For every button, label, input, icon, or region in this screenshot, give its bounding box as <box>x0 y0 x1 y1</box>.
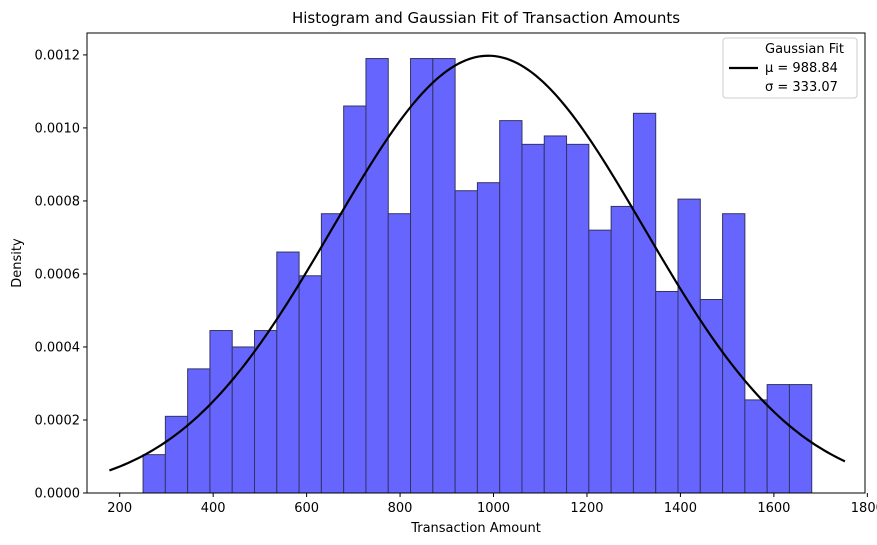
histogram-bar <box>254 330 278 494</box>
histogram-bar <box>432 58 456 494</box>
histogram-bar <box>499 120 523 494</box>
histogram-bar <box>788 384 813 494</box>
histogram-bar <box>744 399 768 494</box>
y-tick-label: 0.0008 <box>35 194 81 209</box>
y-tick-label: 0.0010 <box>35 121 81 136</box>
y-tick-label: 0.0004 <box>35 340 81 355</box>
x-axis-label: Transaction Amount <box>410 521 541 536</box>
histogram-bar <box>231 346 256 494</box>
histogram-bar <box>142 454 166 494</box>
legend: Gaussian Fit μ = 988.84 σ = 333.07 <box>722 37 858 99</box>
histogram-bar <box>343 105 367 494</box>
histogram-bar <box>677 198 701 494</box>
histogram-bar <box>655 290 679 494</box>
histogram-bar <box>722 213 746 494</box>
histogram-bar <box>766 384 790 494</box>
histogram-bar <box>543 135 568 494</box>
gaussian-fit-line <box>109 54 846 472</box>
histogram-bar <box>298 275 322 494</box>
x-tick-label: 600 <box>294 501 319 516</box>
legend-sigma: σ = 333.07 <box>765 80 838 95</box>
x-tick-label: 1000 <box>477 501 510 516</box>
legend-box <box>722 37 858 99</box>
histogram-bar <box>699 299 724 494</box>
x-tick-label: 400 <box>201 501 226 516</box>
x-tick-label: 1400 <box>664 501 697 516</box>
histogram-bar <box>209 330 233 494</box>
plot-area-frame <box>86 32 866 494</box>
y-axis-ticks: 0.0000 0.0002 0.0004 0.0006 0.0008 0.0010 0.00… <box>35 48 87 502</box>
histogram-bar <box>320 213 345 494</box>
histogram-bar <box>588 229 612 494</box>
x-tick-label: 1200 <box>570 501 603 516</box>
y-axis-label: Density <box>10 238 25 288</box>
histogram-bar <box>521 143 545 494</box>
histogram-bar <box>566 143 590 494</box>
histogram-bar <box>410 58 434 494</box>
histogram-bar <box>632 112 657 494</box>
x-tick-label: 1600 <box>757 501 790 516</box>
y-tick-label: 0.0006 <box>35 267 81 282</box>
histogram-bar <box>476 182 501 494</box>
y-tick-label: 0.0000 <box>35 487 81 502</box>
histogram-bar <box>387 213 412 494</box>
y-tick-label: 0.0012 <box>35 48 81 63</box>
x-tick-label: 800 <box>388 501 413 516</box>
y-tick-label: 0.0002 <box>35 413 81 428</box>
x-tick-label: 200 <box>107 501 132 516</box>
histogram-bar <box>610 205 634 494</box>
legend-series-name: Gaussian Fit <box>765 42 844 57</box>
histogram-bar <box>187 368 211 494</box>
histogram-bar <box>454 190 478 494</box>
chart-title: Histogram and Gaussian Fit of Transactio… <box>292 9 680 27</box>
histogram-bar <box>365 58 389 494</box>
histogram-bars <box>142 58 813 494</box>
legend-mu: μ = 988.84 <box>765 61 838 76</box>
